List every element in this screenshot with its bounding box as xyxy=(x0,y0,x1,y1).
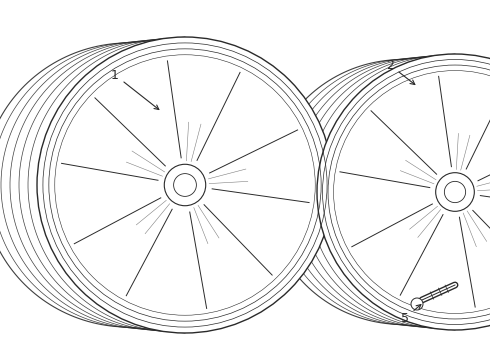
Ellipse shape xyxy=(317,54,490,330)
Circle shape xyxy=(164,164,206,206)
Circle shape xyxy=(444,181,466,203)
Circle shape xyxy=(436,173,474,211)
Text: 6: 6 xyxy=(0,359,1,360)
Circle shape xyxy=(173,174,196,197)
Text: 4: 4 xyxy=(0,359,1,360)
Text: 3: 3 xyxy=(0,359,1,360)
Circle shape xyxy=(411,298,423,310)
Ellipse shape xyxy=(37,37,333,333)
Text: 1: 1 xyxy=(111,68,159,109)
Text: 2: 2 xyxy=(386,59,415,85)
Text: 5: 5 xyxy=(401,305,421,324)
